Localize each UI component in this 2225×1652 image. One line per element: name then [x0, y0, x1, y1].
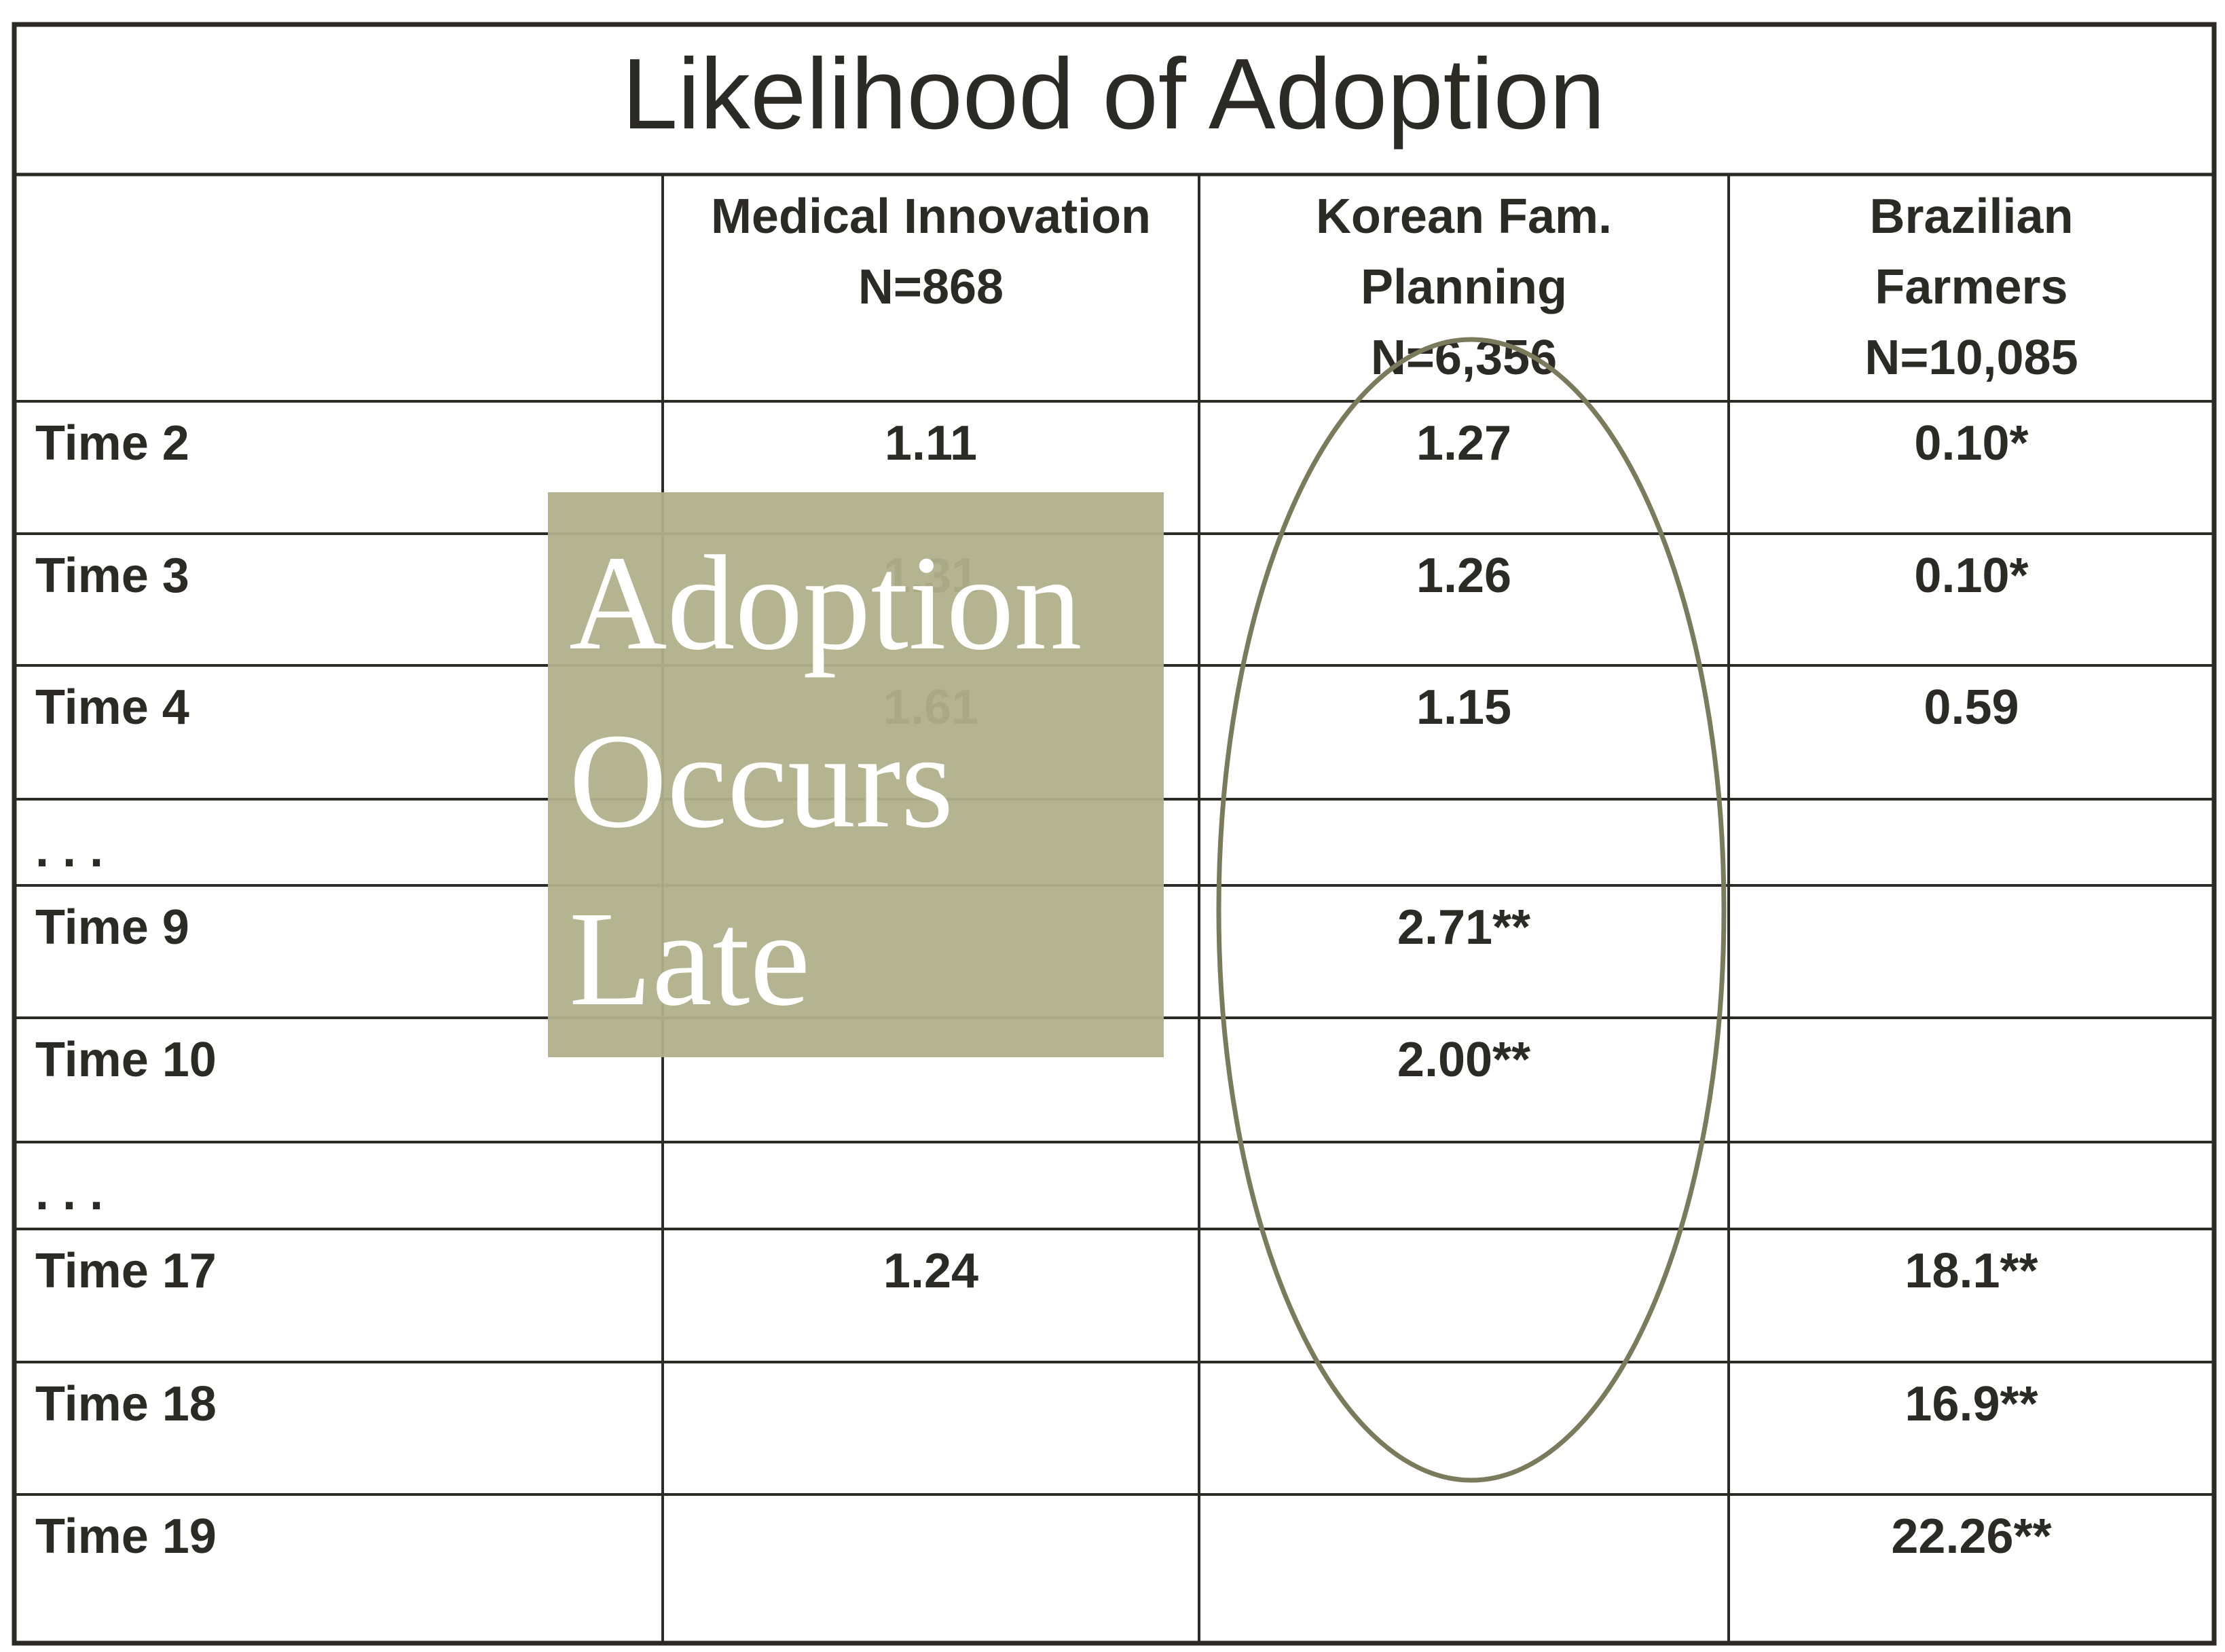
column-header: Farmers — [1875, 260, 2067, 314]
column-header: Planning — [1361, 260, 1567, 314]
callout-box — [548, 492, 1164, 1057]
cell-value: 1.15 — [1416, 680, 1511, 735]
column-header: Korean Fam. — [1316, 189, 1612, 244]
cell-value: 22.26** — [1891, 1509, 2051, 1564]
row-label: . . . — [35, 1166, 103, 1220]
cell-value: 0.10* — [1914, 549, 2028, 603]
row-label: Time 17 — [35, 1244, 217, 1298]
cell-value: 1.27 — [1416, 416, 1511, 471]
row-label: . . . — [35, 823, 103, 877]
title: Likelihood of Adoption — [622, 38, 1605, 150]
cell-value: 2.71** — [1397, 900, 1530, 955]
highlight-ellipse — [1216, 337, 1727, 1483]
row-label: Time 4 — [35, 680, 189, 735]
row-label: Time 9 — [35, 900, 189, 955]
cell-value: 0.59 — [1924, 680, 2019, 735]
cell-value: 1.11 — [885, 416, 977, 471]
callout-text: Late — [569, 884, 810, 1034]
column-header: Medical Innovation — [711, 189, 1151, 244]
callout-text: Occurs — [569, 706, 953, 856]
cell-value: 16.9** — [1905, 1377, 2038, 1431]
row-label: Time 10 — [35, 1033, 217, 1087]
row-label: Time 19 — [35, 1509, 217, 1564]
cell-value: 1.24 — [883, 1244, 978, 1298]
cell-value: 0.10* — [1914, 416, 2028, 471]
row-label: Time 2 — [35, 416, 189, 471]
row-label: Time 3 — [35, 549, 189, 603]
cell-value: 1.26 — [1416, 549, 1511, 603]
callout-text: Adoption — [569, 528, 1082, 678]
column-header: N=868 — [858, 260, 1004, 314]
cell-value: 2.00** — [1397, 1033, 1530, 1087]
column-header: N=10,085 — [1864, 331, 2078, 385]
row-label: Time 18 — [35, 1377, 217, 1431]
cell-value: 18.1** — [1905, 1244, 2038, 1298]
column-header: Brazilian — [1869, 189, 2073, 244]
